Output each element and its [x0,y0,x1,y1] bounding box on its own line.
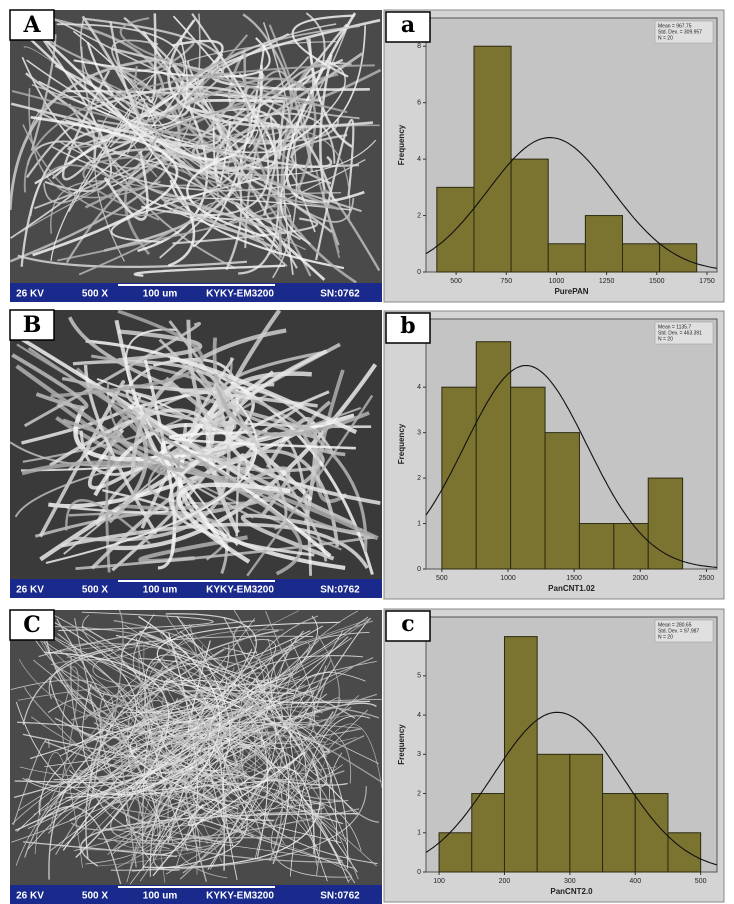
x-tick-label: 100 [433,878,445,885]
sem-info-text: KYKY-EM3200 [206,891,274,902]
x-tick-label: 2500 [699,575,715,582]
x-tick-label: 750 [500,278,512,285]
bar [622,244,659,272]
x-tick-label: 1500 [566,575,582,582]
figure: 26 KV 500 X 100 um KYKY-EM3200 SN:0762 A 26 KV… [0,0,734,904]
y-tick-label: 4 [417,384,421,391]
x-axis-label: PanCNT2.0 [550,887,593,896]
x-tick-label: 500 [450,278,462,285]
y-tick-label: 2 [417,475,421,482]
y-tick-label: 2 [417,790,421,797]
panel-label: B [23,312,42,338]
x-tick-label: 200 [499,878,511,885]
bar [579,524,613,569]
x-tick-label: 1750 [699,278,715,285]
y-tick-label: 8 [417,43,421,50]
x-tick-label: 400 [629,878,641,885]
x-tick-label: 2000 [632,575,648,582]
bar [603,794,636,872]
sem-info-text: 500 X [82,289,108,300]
bar [472,794,505,872]
y-tick-label: 1 [417,520,421,527]
bar [548,244,585,272]
bar [442,387,476,569]
sem-info-text: 26 KV [16,289,44,300]
x-tick-label: 500 [436,575,448,582]
x-tick-label: 1250 [599,278,615,285]
y-tick-label: 4 [417,156,421,163]
y-tick-label: 3 [417,751,421,758]
x-axis-label: PanCNT1.02 [548,584,595,593]
y-axis-label: Frequency [397,724,406,765]
sem-info-text: KYKY-EM3200 [206,289,274,300]
bar [504,637,537,872]
panel-label: a [401,12,415,38]
sem-info-text: 100 um [143,289,178,300]
bar [585,216,622,272]
bar [474,46,511,272]
x-axis-label: PurePAN [554,287,588,296]
y-tick-label: 6 [417,100,421,107]
bar [545,433,579,569]
y-tick-label: 1 [417,830,421,837]
x-tick-label: 300 [564,878,576,885]
sem-info-text: 26 KV [16,585,44,596]
bar [537,754,570,872]
x-tick-label: 1000 [500,575,516,582]
sem-info-text: 100 um [143,585,178,596]
sem-info-text: SN:0762 [320,891,360,902]
y-tick-label: 2 [417,212,421,219]
y-tick-label: 0 [417,869,421,876]
y-tick-label: 0 [417,566,421,573]
bar [635,794,668,872]
sem-info-text: 100 um [143,891,178,902]
sem-info-text: KYKY-EM3200 [206,585,274,596]
bar [648,478,682,569]
y-tick-label: 4 [417,712,421,719]
panel-label: c [401,611,414,637]
y-tick-label: 0 [417,269,421,276]
panel-label: C [23,612,41,638]
stats-text: N = 20 [658,35,673,41]
panel-label: b [400,313,415,339]
stats-text: N = 20 [658,336,673,342]
x-tick-label: 1500 [649,278,665,285]
stats-text: N = 20 [658,634,673,640]
bar [511,387,545,569]
bar [570,754,603,872]
sem-info-text: 26 KV [16,891,44,902]
y-axis-label: Frequency [397,124,406,165]
sem-info-text: SN:0762 [320,585,360,596]
sem-info-text: SN:0762 [320,289,360,300]
y-tick-label: 3 [417,429,421,436]
sem-info-text: 500 X [82,585,108,596]
y-tick-label: 5 [417,673,421,680]
x-tick-label: 1000 [549,278,565,285]
panel-label: A [22,12,41,38]
bar [511,159,548,272]
x-tick-label: 500 [695,878,707,885]
y-axis-label: Frequency [397,423,406,464]
bar [668,833,701,872]
bar [614,524,648,569]
sem-info-text: 500 X [82,891,108,902]
